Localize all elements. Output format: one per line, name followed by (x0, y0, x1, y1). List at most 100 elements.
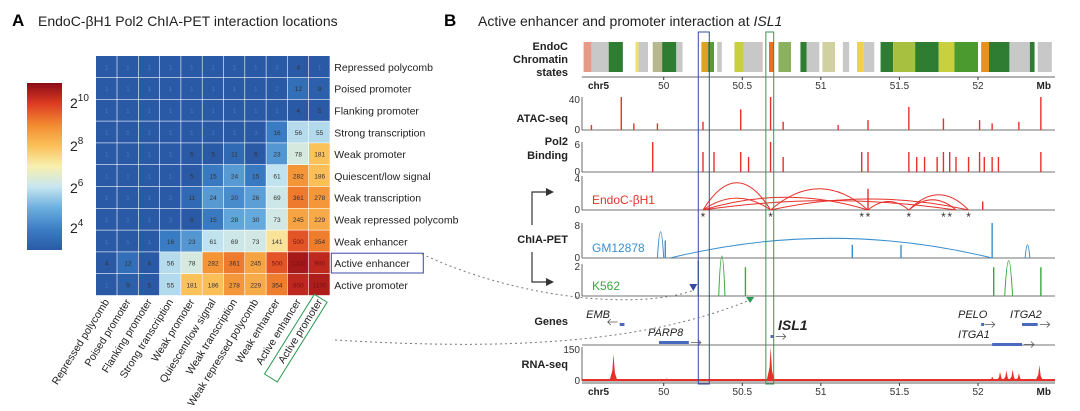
highlight-region-enhancer (697, 31, 710, 385)
heatmap-cell-value: 1 (147, 195, 151, 202)
heatmap-cell-value: 1 (105, 239, 109, 246)
heatmap-cell-value: 1 (126, 108, 130, 115)
heatmap-cell (96, 165, 117, 187)
heatmap-cell (266, 143, 288, 165)
heatmap-cell-value: 1 (233, 86, 237, 93)
chromatin-state-segment (769, 42, 774, 72)
heatmap-cell (117, 274, 138, 296)
heatmap-cell (159, 99, 181, 121)
bottom-axis-unit: Mb (1037, 387, 1051, 398)
rnaseq-peak (1035, 365, 1044, 381)
heatmap-cell (245, 99, 266, 121)
chromatin-state-segment (893, 42, 916, 72)
heatmap-cell-value: 900 (293, 282, 304, 289)
heatmap-cell-value: 16 (273, 130, 281, 137)
heatmap-cell (202, 121, 224, 143)
heatmap-cell (223, 56, 245, 78)
chromatin-state-segment (676, 42, 683, 72)
chromatin-state-segment (989, 42, 1010, 72)
heatmap-cell (223, 77, 245, 99)
heatmap-cell-value: 55 (316, 130, 324, 137)
heatmap-cell (117, 186, 138, 208)
heatmap-cell (223, 208, 245, 230)
heatmap-cell-value: 354 (314, 239, 325, 246)
heatmap-cell (117, 230, 138, 252)
heatmap-cell-value: 1 (147, 86, 151, 93)
heatmap-cell (117, 165, 138, 187)
chromatin-state-segment (638, 42, 648, 72)
heatmap-cell-value: 361 (229, 261, 240, 268)
panel-a-title: EndoC-βH1 Pol2 ChIA-PET interaction loca… (38, 13, 338, 29)
chromatin-state-segment (938, 42, 955, 72)
chromatin-state-segment (1009, 42, 1030, 72)
chromatin-state-segment (583, 42, 592, 72)
heatmap-cell (138, 121, 160, 143)
heatmap-cell-value: 4 (105, 261, 109, 268)
rnaseq-peak (766, 347, 775, 381)
heatmap-cell (181, 165, 202, 187)
row-label: Weak repressed polycomb (334, 215, 458, 227)
heatmap-cell (223, 230, 245, 252)
arrowhead-icon (546, 278, 554, 286)
heatmap-cell (266, 252, 288, 274)
heatmap-cell-value: 56 (295, 130, 303, 137)
heatmap-cell-value: 1 (190, 64, 194, 71)
heatmap-cell (309, 121, 330, 143)
heatmap-cell (159, 230, 181, 252)
connector-promoter (334, 299, 751, 345)
heatmap-cell-value: 6 (254, 152, 258, 159)
heatmap-cell-value: 1 (190, 108, 194, 115)
chromatin-state-segment (652, 42, 663, 72)
heatmap-cell (138, 165, 160, 187)
chromatin-state-segment (863, 42, 875, 72)
heatmap-cell (223, 252, 245, 274)
heatmap-cell (245, 56, 266, 78)
heatmap-cell (202, 56, 224, 78)
heatmap-cell-value: 1 (211, 108, 215, 115)
k562-ymin-label: 0 (574, 291, 580, 302)
heatmap-cell (223, 143, 245, 165)
heatmap-cell (138, 77, 160, 99)
heatmap-cell-value: 11 (188, 195, 195, 202)
k562-track-label: K562 (592, 279, 620, 293)
panel-b-title-prefix: Active enhancer and promoter interaction… (478, 13, 754, 29)
row-label: Weak promoter (334, 149, 406, 161)
pol2-track-label: Binding (527, 150, 568, 162)
heatmap-cell (96, 274, 117, 296)
row-label: Strong transcription (334, 127, 425, 139)
heatmap-cell-value: 9 (126, 282, 130, 289)
heatmap-cell-value: 1 (105, 195, 109, 202)
heatmap-cell-value: 1 (147, 108, 151, 115)
chromatin-state-segment (1037, 42, 1052, 72)
heatmap-cell-value: 1 (126, 173, 130, 180)
heatmap-cell-value: 1 (211, 86, 215, 93)
heatmap-cell-value: 1 (126, 86, 130, 93)
top-axis-chrom: chr5 (588, 81, 610, 92)
heatmap-cell-value: 5 (190, 152, 194, 159)
rnaseq-peak (996, 371, 1004, 381)
heatmap-cell (287, 274, 309, 296)
top-axis-tick-label: 51.5 (890, 81, 910, 92)
heatmap-cell-value: 78 (188, 261, 196, 268)
heatmap-cell (181, 252, 202, 274)
bottom-axis-tick-label: 50 (658, 387, 670, 398)
promoter-marker-icon (746, 297, 755, 303)
heatmap-cell (287, 186, 309, 208)
heatmap-cell (287, 99, 309, 121)
heatmap-cell (266, 230, 288, 252)
heatmap-cell-value: 1 (318, 64, 322, 71)
chromatin-state-segment (635, 42, 639, 72)
heatmap-cell-value: 15 (210, 217, 218, 224)
arrowhead-icon (546, 188, 554, 196)
heatmap-cell (138, 274, 160, 296)
heatmap-cell (202, 143, 224, 165)
heatmap-cell (159, 186, 181, 208)
heatmap-cell (266, 186, 288, 208)
highlight-row-box (330, 252, 424, 274)
heatmap-cell (245, 143, 266, 165)
chromatin-state-segment (717, 42, 722, 72)
heatmap-cell-value: 28 (231, 217, 239, 224)
heatmap-cell (181, 99, 202, 121)
heatmap-cell (266, 77, 288, 99)
rnaseq-peak (1008, 369, 1017, 381)
